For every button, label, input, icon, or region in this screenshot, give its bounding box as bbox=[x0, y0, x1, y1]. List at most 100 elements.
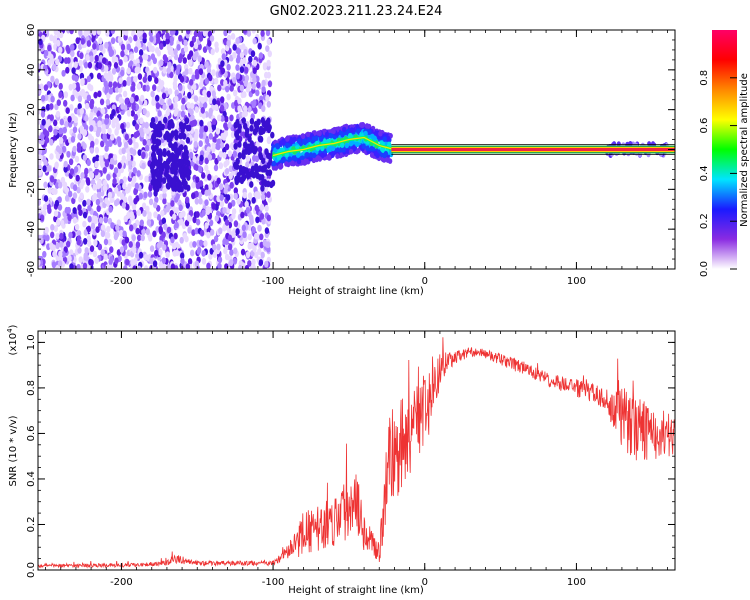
spectrogram-noise-cell bbox=[154, 143, 159, 151]
spectrogram-noise-cell bbox=[82, 142, 87, 150]
spectrogram-noise-cell bbox=[232, 44, 237, 51]
spectrogram-band-cell bbox=[281, 156, 286, 163]
spectrogram-noise-cell bbox=[198, 140, 203, 148]
spectrogram-noise-cell bbox=[130, 110, 135, 117]
spectrogram-noise-cell bbox=[160, 210, 165, 217]
spectrogram-noise-cell bbox=[120, 123, 125, 130]
spectrogram-noise-cell bbox=[167, 61, 172, 69]
spectrogram-noise-cell bbox=[266, 191, 271, 199]
spectrogram-noise-cell bbox=[135, 241, 141, 249]
spectrogram-noise-cell bbox=[198, 68, 204, 76]
spectrogram-band-cell bbox=[628, 141, 633, 147]
spectrogram-noise-cell bbox=[174, 249, 180, 257]
spectrogram-noise-cell bbox=[257, 146, 263, 154]
spectrogram-noise-cell bbox=[183, 39, 188, 47]
spectrogram-noise-cell bbox=[123, 47, 128, 55]
spectrogram-noise-cell bbox=[185, 196, 190, 204]
spectrogram-band-cell bbox=[382, 136, 387, 142]
spectrogram-noise-cell bbox=[91, 215, 97, 223]
spectrogram-noise-cell bbox=[136, 83, 142, 90]
spectrogram-noise-cell bbox=[172, 154, 177, 162]
spectrogram-noise-cell bbox=[43, 181, 48, 189]
spectrogram-noise-cell bbox=[104, 160, 110, 168]
spectrogram-noise-cell bbox=[184, 219, 190, 227]
spectrogram-noise-cell bbox=[121, 239, 126, 246]
spectrogram-noise-cell bbox=[92, 47, 97, 55]
spectrogram-noise-cell bbox=[76, 230, 82, 237]
spectrogram-noise-cell bbox=[191, 192, 196, 200]
spectrogram-band-cell bbox=[271, 160, 277, 167]
spectrogram-band-cell bbox=[367, 129, 372, 135]
colorbar-label: Normalized spectral amplitude bbox=[739, 73, 750, 227]
spectrogram-noise-cell bbox=[85, 177, 91, 184]
spectrogram-noise-cell bbox=[186, 30, 191, 35]
spectrogram-noise-cell bbox=[249, 140, 254, 148]
spectrogram-noise-cell bbox=[38, 84, 41, 91]
spectrogram-noise-cell bbox=[202, 30, 208, 37]
spectrogram-noise-cell bbox=[63, 91, 69, 99]
spectrogram-noise-cell bbox=[224, 143, 230, 151]
spectrogram-noise-cell bbox=[38, 38, 43, 46]
spectrogram-noise-cell bbox=[165, 32, 170, 40]
spectrogram-noise-cell bbox=[233, 187, 238, 195]
snr-ytick-label: 0.4 bbox=[26, 471, 37, 487]
spectrogram-noise-cell bbox=[199, 119, 204, 127]
spectrogram-noise-cell bbox=[186, 174, 191, 181]
spectrogram-noise-cell bbox=[205, 208, 211, 216]
spectrogram-noise-cell bbox=[203, 240, 208, 247]
spectrogram-noise-cell bbox=[261, 105, 266, 113]
spectrogram-noise-cell bbox=[236, 198, 241, 205]
spectrogram-noise-cell bbox=[57, 204, 63, 211]
spectrogram-noise-cell bbox=[210, 48, 215, 56]
spectrogram-noise-cell bbox=[150, 90, 155, 98]
spectrogram-noise-cell bbox=[47, 207, 52, 215]
spectrogram-noise-cell bbox=[233, 247, 238, 255]
spectrogram-noise-cell bbox=[38, 259, 41, 266]
spectrogram-band-cell bbox=[330, 145, 336, 152]
spectrogram-ytick-label: -40 bbox=[26, 221, 37, 237]
spectrogram-noise-cell bbox=[252, 37, 257, 45]
spectrogram-noise-cell bbox=[59, 137, 64, 145]
spectrogram-band-cell bbox=[373, 150, 379, 157]
spectrogram-band-cell bbox=[339, 146, 344, 153]
spectrogram-noise-cell bbox=[58, 46, 63, 54]
spectrogram-noise-cell bbox=[223, 247, 228, 255]
spectrogram-noise-cell bbox=[132, 246, 137, 254]
spectrogram-noise-cell bbox=[79, 52, 84, 60]
spectrogram-band-cell bbox=[335, 153, 340, 159]
spectrogram-noise-cell bbox=[185, 263, 191, 269]
spectrogram-noise-cell bbox=[156, 85, 162, 93]
spectrogram-noise-cell bbox=[72, 184, 78, 192]
spectrogram-noise-cell bbox=[44, 226, 49, 234]
spectrogram-noise-cell bbox=[267, 50, 272, 58]
spectrogram-cells bbox=[38, 30, 669, 269]
spectrogram-noise-cell bbox=[178, 212, 184, 219]
spectrogram-noise-cell bbox=[58, 250, 63, 258]
spectrogram-noise-cell bbox=[204, 137, 210, 145]
spectrogram-noise-cell bbox=[208, 74, 213, 82]
spectrogram-noise-cell bbox=[204, 222, 209, 229]
spectrogram-noise-cell bbox=[244, 66, 249, 74]
spectrogram-noise-cell bbox=[235, 72, 241, 80]
spectrogram-noise-cell bbox=[128, 138, 133, 146]
spectrogram-noise-cell bbox=[145, 205, 150, 213]
spectrogram-noise-cell bbox=[118, 77, 123, 84]
spectrogram-noise-cell bbox=[232, 150, 237, 158]
spectrogram-noise-cell bbox=[135, 130, 141, 138]
spectrogram-noise-cell bbox=[251, 226, 256, 234]
spectrogram-noise-cell bbox=[133, 46, 139, 53]
spectrogram-noise-cell bbox=[100, 140, 105, 148]
spectrogram-noise-cell bbox=[64, 187, 70, 195]
spectrogram-noise-cell bbox=[198, 165, 203, 173]
spectrogram-noise-cell bbox=[46, 165, 52, 172]
spectrogram-noise-cell bbox=[230, 33, 236, 40]
spectrogram-noise-cell bbox=[149, 35, 154, 43]
spectrogram-noise-cell bbox=[41, 118, 46, 126]
snr-xtick-label: 0 bbox=[422, 577, 428, 588]
spectrogram-noise-cell bbox=[43, 49, 49, 57]
spectrogram-noise-cell bbox=[178, 204, 183, 212]
spectrogram-noise-cell bbox=[222, 152, 227, 159]
spectrogram-noise-cell bbox=[259, 213, 265, 220]
spectrogram-noise-cell bbox=[40, 95, 46, 102]
